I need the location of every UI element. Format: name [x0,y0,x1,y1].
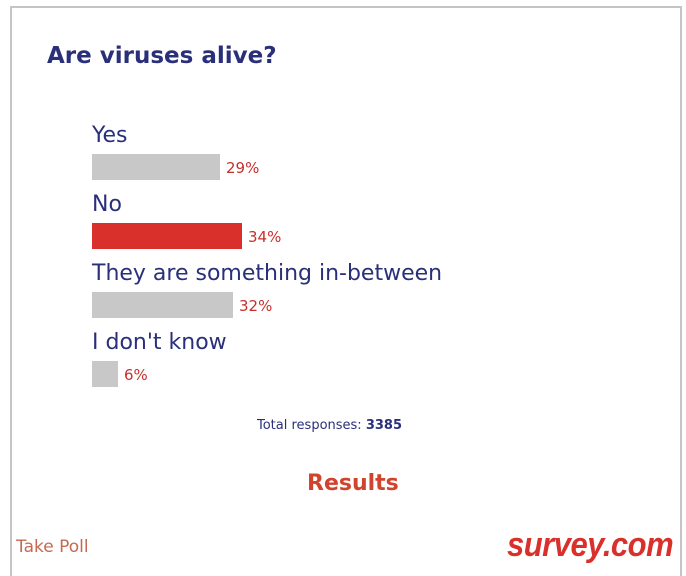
option-bar [92,223,242,249]
poll-option-yes: Yes 29% [92,122,652,191]
option-bar [92,154,220,180]
option-bar [92,292,233,318]
option-bar-row: 34% [92,223,512,249]
option-percent: 34% [248,228,282,246]
option-percent: 29% [226,159,260,177]
brand-logo[interactable]: survey.com [507,525,674,564]
option-label: I don't know [92,330,227,355]
poll-question: Are viruses alive? [47,43,277,69]
total-responses-label: Total responses: [257,418,362,433]
option-bar-row: 29% [92,154,512,180]
option-label: Yes [92,123,128,148]
option-label: No [92,192,122,217]
option-bar-row: 32% [92,292,512,318]
poll-option-in-between: They are something in-between 32% [92,260,652,329]
poll-options: Yes 29% No 34% They are something in-bet… [92,122,652,398]
poll-option-no: No 34% [92,191,652,260]
results-link[interactable]: Results [307,471,399,496]
option-bar-row: 6% [92,361,512,387]
total-responses: Total responses: 3385 [257,418,402,433]
option-percent: 32% [239,297,273,315]
option-percent: 6% [124,366,148,384]
poll-option-dont-know: I don't know 6% [92,329,652,398]
poll-widget: Are viruses alive? Yes 29% No 34% They a… [10,6,682,576]
option-bar [92,361,118,387]
option-label: They are something in-between [92,261,443,286]
take-poll-link[interactable]: Take Poll [16,537,89,557]
total-responses-count: 3385 [365,418,403,433]
